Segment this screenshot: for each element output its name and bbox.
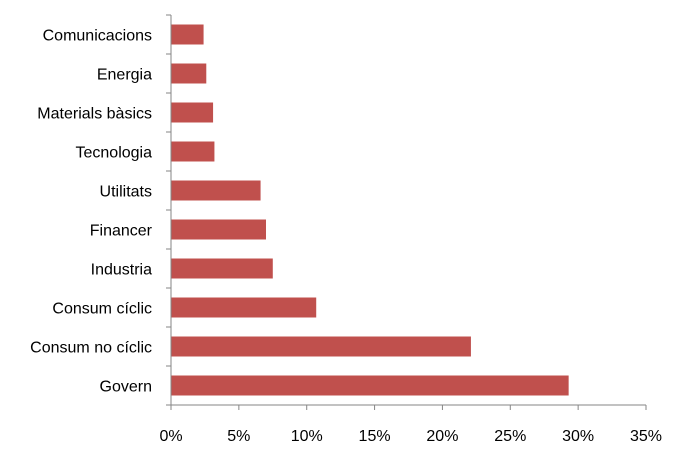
x-tick-labels: 0% 5% 10% 15% 20% 25% 30% 35% [159, 428, 662, 445]
bar [171, 180, 261, 201]
category-label: Utilitats [100, 184, 152, 201]
bar [171, 219, 266, 240]
bar-group [171, 24, 569, 396]
category-label: Materials bàsics [37, 106, 152, 123]
category-label: Comunicacions [43, 28, 152, 45]
axes [166, 14, 647, 410]
x-tick-label: 35% [630, 428, 662, 445]
x-tick-label: 20% [426, 428, 458, 445]
bar [171, 102, 214, 123]
x-tick-label: 10% [291, 428, 323, 445]
category-label: Govern [100, 379, 152, 396]
category-label: Tecnologia [76, 145, 153, 162]
bar [171, 141, 215, 162]
bar [171, 336, 471, 357]
bar [171, 258, 273, 279]
x-tick-label: 15% [359, 428, 391, 445]
x-tick-label: 25% [494, 428, 526, 445]
category-label: Financer [90, 223, 153, 240]
x-tick-label: 0% [159, 428, 182, 445]
x-tick-label: 5% [227, 428, 250, 445]
category-label: Consum no cíclic [30, 340, 152, 357]
category-labels: Comunicacions Energia Materials bàsics Tecn… [30, 28, 153, 396]
bar [171, 63, 207, 84]
category-label: Energia [97, 67, 152, 84]
bar [171, 24, 204, 45]
category-label: Consum cíclic [52, 301, 152, 318]
category-label: Industria [91, 262, 152, 279]
bar [171, 375, 569, 396]
bar [171, 297, 317, 318]
x-tick-label: 30% [562, 428, 594, 445]
